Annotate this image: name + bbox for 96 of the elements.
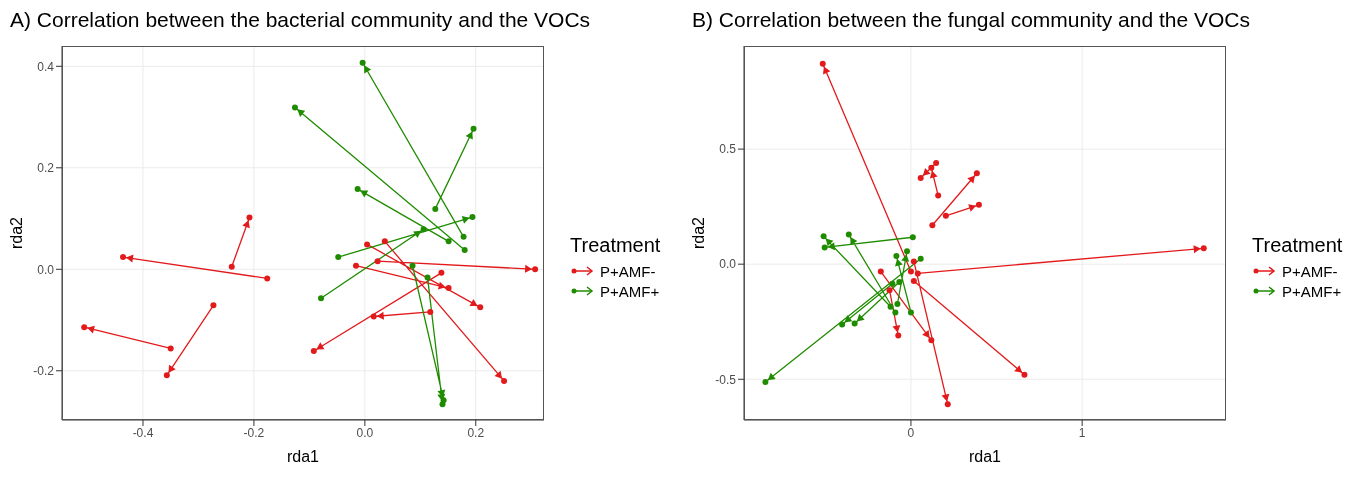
point	[120, 254, 127, 261]
point	[910, 258, 917, 265]
point	[877, 268, 884, 275]
point	[975, 201, 982, 208]
y-tick-label: 0.0	[719, 257, 737, 272]
point	[892, 309, 899, 316]
x-axis-title: rda1	[968, 448, 1002, 465]
point	[228, 263, 235, 270]
point	[318, 295, 325, 302]
y-tick-label: -0.5	[715, 372, 737, 387]
x-tick-label: 0	[907, 425, 915, 440]
point	[409, 262, 416, 269]
x-tick-label: -0.2	[243, 425, 265, 440]
x-tick-label: 1	[1078, 425, 1086, 440]
point	[374, 258, 381, 265]
legend-label: P+AMF-	[1282, 262, 1338, 280]
legend-label: P+AMF-	[600, 262, 656, 280]
point	[929, 222, 936, 229]
point	[352, 262, 359, 269]
point	[762, 379, 769, 386]
point	[1021, 371, 1028, 378]
point	[907, 309, 914, 316]
y-axis-title: rda2	[7, 216, 25, 250]
point	[364, 241, 371, 248]
point	[424, 274, 431, 281]
point	[354, 186, 361, 193]
point	[246, 214, 253, 221]
point	[928, 164, 935, 171]
point	[370, 313, 377, 320]
point	[359, 59, 366, 66]
point	[893, 252, 900, 259]
point	[438, 269, 445, 276]
point	[460, 233, 467, 240]
point	[420, 226, 427, 233]
y-tick-label: 0.5	[719, 142, 737, 157]
point	[81, 324, 88, 331]
legend-title: Treatment	[1252, 234, 1343, 257]
y-axis-title: rda2	[689, 216, 707, 250]
point	[461, 247, 468, 253]
legend-label: P+AMF+	[1282, 282, 1342, 300]
point	[839, 321, 846, 328]
y-tick-label: 0.2	[37, 161, 55, 176]
point	[445, 285, 452, 292]
x-tick-label: 0.2	[467, 425, 485, 440]
point	[264, 275, 271, 282]
point	[896, 278, 903, 285]
point	[935, 192, 942, 199]
point	[470, 125, 477, 132]
point	[819, 60, 826, 67]
point	[439, 401, 446, 408]
point	[894, 301, 901, 307]
x-axis-title: rda1	[286, 448, 320, 465]
point	[432, 205, 439, 212]
point	[895, 332, 902, 339]
point	[335, 254, 342, 261]
legend-label: P+AMF+	[600, 282, 660, 300]
point	[501, 377, 508, 384]
point	[886, 287, 893, 294]
point	[933, 159, 940, 166]
point	[310, 347, 317, 354]
point	[904, 248, 911, 255]
point	[532, 266, 539, 273]
point	[917, 255, 924, 262]
legend-title: Treatment	[570, 234, 661, 257]
point	[821, 244, 828, 251]
point	[914, 270, 921, 277]
point	[163, 372, 170, 379]
point	[381, 238, 388, 245]
point	[851, 320, 858, 327]
y-tick-label: -0.2	[33, 364, 55, 379]
point	[973, 170, 980, 177]
point	[910, 277, 917, 284]
point	[942, 212, 949, 219]
point	[477, 304, 484, 311]
x-tick-label: 0.0	[356, 425, 374, 440]
point	[445, 238, 452, 245]
point	[291, 104, 298, 111]
point	[210, 302, 217, 309]
chart-title: A) Correlation between the bacterial community and the VOCs	[9, 8, 592, 33]
point	[907, 268, 914, 275]
point	[909, 234, 916, 241]
point	[167, 345, 174, 352]
y-tick-label: 0.0	[37, 262, 55, 277]
point	[917, 174, 924, 181]
point	[845, 231, 852, 238]
point	[1200, 245, 1207, 252]
x-tick-label: -0.4	[132, 425, 154, 440]
point	[928, 337, 935, 344]
point	[469, 214, 476, 221]
chart-title: B) Correlation between the fungal community and the VOCs	[691, 8, 1251, 33]
y-tick-label: 0.4	[37, 59, 55, 74]
point	[944, 401, 951, 408]
point	[427, 308, 434, 315]
point	[889, 280, 896, 287]
point	[820, 233, 827, 240]
point	[887, 303, 894, 310]
